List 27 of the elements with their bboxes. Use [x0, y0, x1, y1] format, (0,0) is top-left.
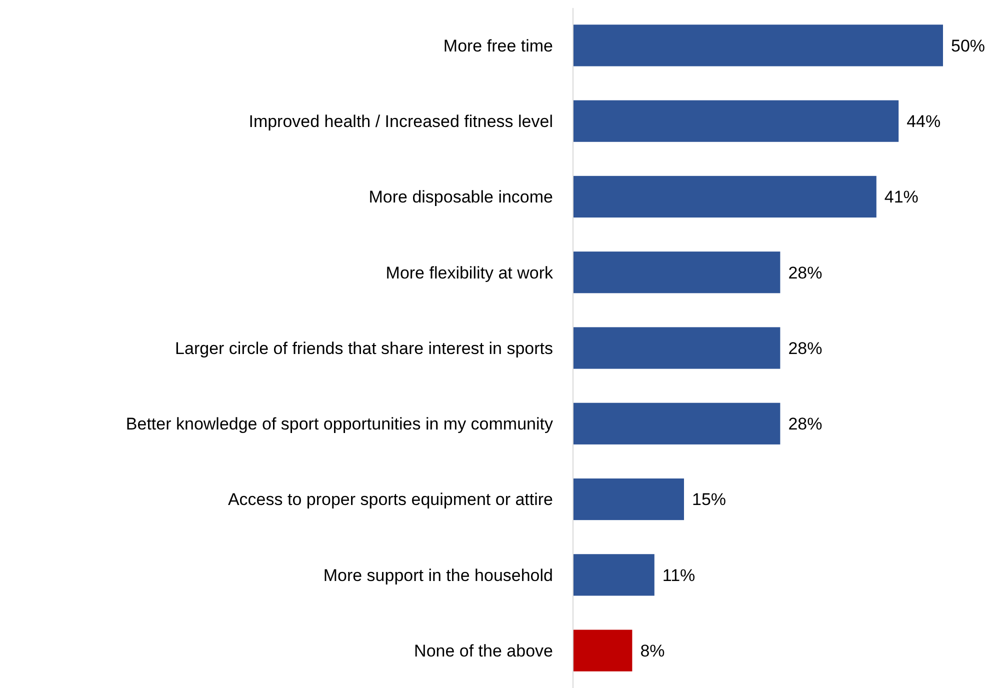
y-tick-label: More support in the household	[323, 566, 553, 585]
y-tick-label: Improved health / Increased fitness level	[248, 112, 553, 132]
y-tick-label: Access to proper sports equipment or attire	[228, 490, 553, 510]
bar	[573, 402, 780, 444]
bar	[573, 24, 943, 66]
bar	[573, 327, 780, 369]
bar	[573, 252, 780, 294]
y-tick-label: Larger circle of friends that share interest in sports	[175, 338, 553, 358]
data-label: 28%	[788, 263, 822, 282]
bar	[573, 478, 684, 520]
bar	[573, 554, 654, 596]
y-tick-label: More free time	[443, 36, 553, 56]
data-label: 15%	[692, 490, 726, 510]
bar	[573, 630, 632, 672]
data-label: 28%	[788, 338, 822, 358]
y-tick-label: Better knowledge of sport opportunities in my community	[126, 414, 554, 434]
data-label: 11%	[662, 566, 696, 585]
data-label: 41%	[884, 188, 918, 207]
y-tick-label: More disposable income	[368, 188, 553, 207]
bar	[573, 176, 876, 218]
data-label: 44%	[906, 112, 941, 132]
data-label: 50%	[951, 36, 986, 56]
data-label: 28%	[788, 414, 822, 434]
data-label: 8%	[640, 642, 665, 661]
y-tick-label: More flexibility at work	[386, 263, 554, 282]
y-tick-label: None of the above	[414, 642, 553, 661]
bar	[573, 100, 899, 142]
